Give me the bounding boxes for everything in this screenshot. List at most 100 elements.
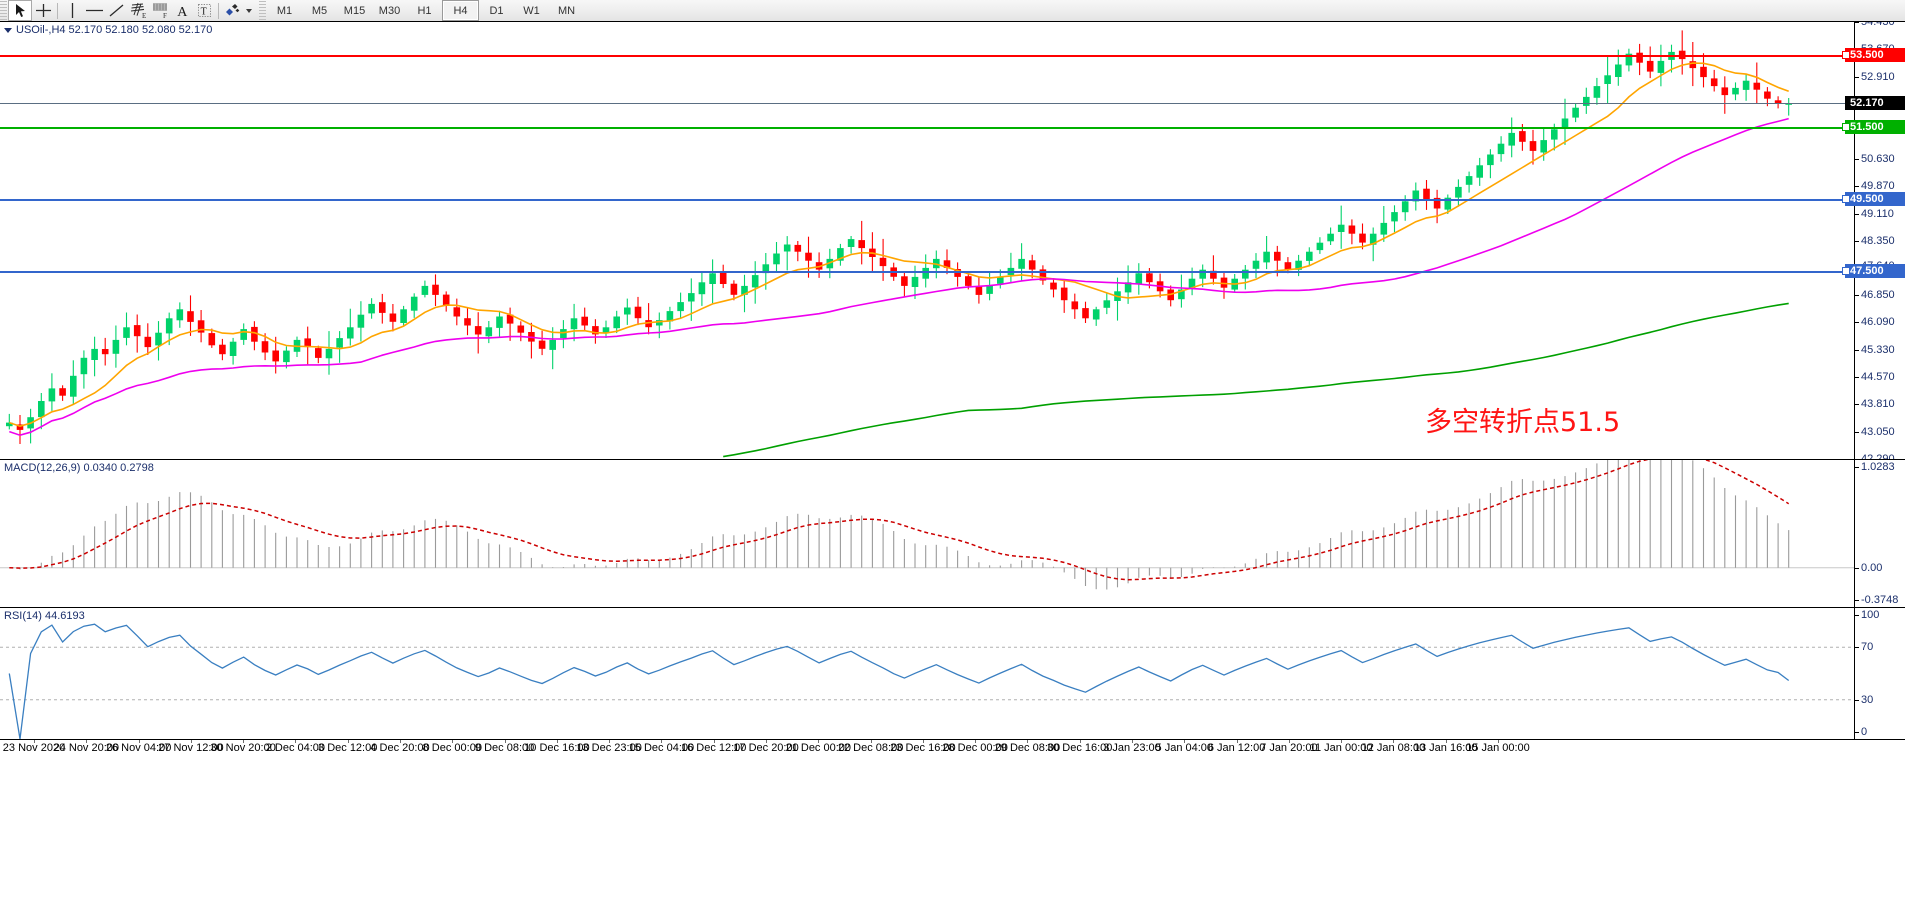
time-axis-tick <box>86 740 88 743</box>
timeframe-h4[interactable]: H4 <box>442 0 479 21</box>
price-scale-tick <box>1855 404 1859 406</box>
chart-area[interactable]: 54.43053.67052.91052.17051.55050.63049.8… <box>0 21 1905 897</box>
objects-tool[interactable] <box>222 1 242 20</box>
time-axis-label: 15 Dec 04:00 <box>628 742 695 754</box>
time-axis-label: 13 Dec 23:00 <box>576 742 642 754</box>
timeframe-m1[interactable]: M1 <box>276 4 293 17</box>
rsi-indicator-label[interactable]: RSI(14) 44.6193 <box>4 610 85 622</box>
pivot-51500-line[interactable] <box>0 127 1854 130</box>
horizontal-line-tool[interactable] <box>83 1 105 20</box>
resistance-53500-line[interactable] <box>0 55 1854 58</box>
time-axis-tick <box>609 740 611 743</box>
macd-signal-line <box>9 460 1790 581</box>
rsi-series <box>0 623 1854 739</box>
macd-scale-label: 0.00 <box>1861 561 1883 574</box>
time-axis-tick <box>504 740 506 743</box>
price-scale-tick <box>1855 158 1859 160</box>
time-axis-tick <box>243 740 245 743</box>
symbol-dropdown-icon[interactable] <box>4 27 12 33</box>
trendline-tool[interactable] <box>105 1 127 20</box>
time-axis-tick <box>1027 740 1029 743</box>
price-scale-label: 44.570 <box>1861 370 1895 383</box>
time-axis-label: 9 Dec 08:00 <box>474 742 535 754</box>
time-axis-tick <box>400 740 401 743</box>
time-axis-tick <box>347 740 349 743</box>
time-axis-tick <box>1079 740 1081 743</box>
support-49500-tag: 49.500 <box>1845 192 1905 207</box>
price-pane[interactable]: 54.43053.67052.91052.17051.55050.63049.8… <box>0 22 1905 460</box>
timeframe-d1[interactable]: D1 <box>489 4 504 17</box>
vertical-line-tool[interactable] <box>61 1 83 20</box>
macd-scale-tick <box>1855 467 1859 468</box>
text-a-tool[interactable]: A <box>171 1 193 20</box>
price-scale-label: 45.330 <box>1861 343 1895 356</box>
time-axis-tick <box>1288 740 1290 743</box>
price-scale-label: 50.630 <box>1861 152 1895 165</box>
time-axis-tick <box>975 740 977 743</box>
rsi-scale-label: 30 <box>1861 693 1874 706</box>
svg-text:E: E <box>142 12 146 19</box>
resistance-53500-anchor[interactable] <box>1842 51 1850 60</box>
price-scale-tick <box>1855 76 1859 78</box>
support-47500-line[interactable] <box>0 271 1854 274</box>
timeframe-w1[interactable]: W1 <box>523 4 540 17</box>
time-axis-label: 8 Dec 00:00 <box>422 742 482 754</box>
rsi-plot[interactable] <box>0 608 1854 739</box>
time-axis[interactable]: 23 Nov 2020 24 Nov 20:00 26 Nov 04:00 27 No… <box>0 740 1905 897</box>
support-49500-line[interactable] <box>0 199 1854 202</box>
equidistant-channel-tool[interactable]: F <box>149 1 171 20</box>
price-scale-label: 54.430 <box>1861 22 1895 28</box>
fibonacci-icon-tool[interactable]: E <box>127 1 149 20</box>
macd-plot[interactable] <box>0 460 1854 607</box>
time-axis-label: 3 Jan 23:00 <box>1103 742 1161 754</box>
price-scale-label: 43.050 <box>1861 425 1895 438</box>
macd-scale-tick <box>1855 600 1859 601</box>
price-plot[interactable] <box>0 22 1854 459</box>
rsi-scale-label: 0 <box>1861 726 1868 738</box>
current-price-52170-line[interactable] <box>0 103 1854 105</box>
macd-indicator-label[interactable]: MACD(12,26,9) 0.0340 0.2798 <box>4 462 154 474</box>
support-49500-anchor[interactable] <box>1842 195 1850 204</box>
time-axis-tick <box>556 740 558 743</box>
cursor-tool[interactable] <box>8 0 32 21</box>
time-axis-tick <box>713 740 715 743</box>
timeframe-m30[interactable]: M30 <box>378 4 401 17</box>
time-axis-label: 15 Jan 00:00 <box>1466 742 1530 754</box>
rsi-scale-tick <box>1855 699 1859 701</box>
time-axis-tick <box>1341 740 1343 743</box>
price-scale-label: 49.870 <box>1861 180 1895 193</box>
macd-series <box>0 460 1854 590</box>
timeframe-mn[interactable]: MN <box>557 4 576 17</box>
rsi-scale[interactable]: 100 70 30 0 <box>1854 608 1905 739</box>
timeframe-m15[interactable]: M15 <box>343 4 366 17</box>
timeframe-h1[interactable]: H1 <box>417 4 432 17</box>
timeframe-grip[interactable] <box>259 1 266 20</box>
price-scale-label: 49.110 <box>1861 207 1894 220</box>
price-scale-tick <box>1855 349 1859 351</box>
time-axis-tick <box>1184 740 1186 743</box>
price-scale[interactable]: 54.43053.67052.91052.17051.55050.63049.8… <box>1854 22 1905 459</box>
toolbar-grip[interactable] <box>0 1 7 20</box>
pivot-51500-anchor[interactable] <box>1842 123 1850 132</box>
macd-scale[interactable]: 1.0283 0.00 -0.3748 <box>1854 460 1905 607</box>
macd-pane[interactable]: 1.0283 0.00 -0.3748 MACD(12,26,9) 0.0340 0… <box>0 460 1905 608</box>
time-axis-label: 23 Dec 16:00 <box>890 742 956 754</box>
candlestick-series <box>6 30 1792 458</box>
time-axis-label: 30 Dec 16:00 <box>1046 742 1113 754</box>
symbol-header[interactable]: USOil-,H4 52.170 52.180 52.080 52.170 <box>4 24 212 36</box>
time-axis-label: 27 Nov 12:00 <box>158 742 224 754</box>
time-axis-label: 23 Nov 2020 <box>2 742 66 754</box>
text-label-tool[interactable]: T <box>193 1 215 20</box>
time-axis-tick <box>1236 740 1238 743</box>
crosshair-tool[interactable] <box>32 1 54 20</box>
rsi-pane[interactable]: 100 70 30 0 RSI(14) 44.6193 <box>0 608 1905 740</box>
time-axis-tick <box>452 740 454 743</box>
time-axis-label: 22 Dec 08:00 <box>837 742 904 754</box>
timeframe-m5[interactable]: M5 <box>311 4 328 17</box>
support-47500-anchor[interactable] <box>1842 267 1850 276</box>
chart-annotation-text[interactable]: 多空转折点51.5 <box>1425 407 1621 438</box>
time-axis-tick <box>190 740 192 743</box>
objects-dropdown-arrow[interactable] <box>242 1 255 20</box>
chart-toolbar: E F A T <box>0 0 1905 22</box>
